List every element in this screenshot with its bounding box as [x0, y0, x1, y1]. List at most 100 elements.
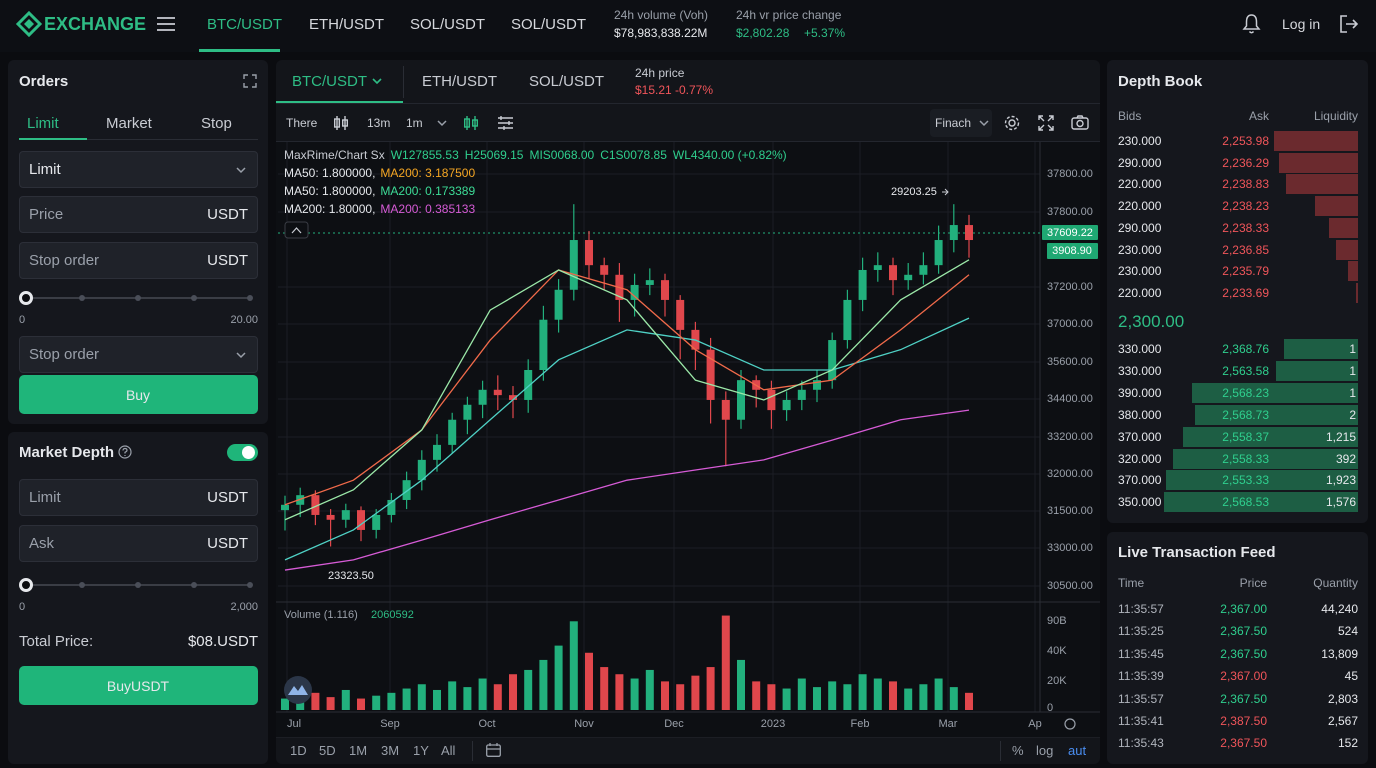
candle-body [600, 265, 609, 275]
select-field[interactable] [19, 336, 258, 373]
volume-bar [311, 692, 320, 710]
input-field[interactable] [19, 525, 258, 562]
ask-amount: 2,238.33 [1222, 220, 1269, 235]
chart-tab[interactable]: SOL/USDT [529, 72, 605, 90]
price-tag-label: 3908.90 [1052, 245, 1092, 257]
primary-button[interactable] [19, 375, 258, 414]
calendar-icon [486, 743, 501, 757]
ma-legend-row: MA50: 1.800000, MA200: 3.187500 [284, 164, 475, 182]
field-label: Limit [29, 489, 61, 506]
range-button[interactable]: 5D [319, 742, 336, 758]
market-tab[interactable]: SOL/USDT [511, 15, 587, 33]
slider-knob[interactable] [19, 291, 33, 305]
depth-bar [1283, 339, 1358, 359]
ma-legend-row: MA200: 1.80000, MA200: 0.385133 [284, 200, 475, 218]
login-link[interactable]: Log in [1282, 16, 1321, 32]
order-tab[interactable]: Stop [201, 114, 232, 132]
trade-price: 2,367.50 [1220, 691, 1267, 706]
volume-bar [949, 687, 958, 710]
volume-bar [813, 687, 821, 710]
column-header: Ask [1248, 109, 1269, 123]
chart-tab[interactable]: ETH/USDT [422, 72, 497, 90]
slider-knob[interactable] [19, 578, 33, 592]
bid-price: 390.000 [1118, 385, 1162, 400]
range-button[interactable]: 1Y [413, 742, 429, 758]
icon-part [157, 17, 175, 31]
icon-part [24, 19, 34, 29]
avatar [284, 676, 312, 704]
volume-bar [965, 692, 973, 710]
toolbar-item[interactable]: 1m [406, 116, 423, 130]
select-field[interactable] [19, 151, 258, 188]
trade-price: 2,367.50 [1220, 646, 1267, 661]
order-tab[interactable]: Limit [27, 114, 59, 132]
market-tab[interactable]: SOL/USDT [410, 15, 486, 33]
volume-bar [706, 667, 715, 710]
candle-body [311, 495, 320, 515]
chevron [236, 166, 246, 173]
order-tab[interactable]: Market [106, 114, 152, 132]
range-button[interactable]: 3M [381, 742, 400, 758]
fullscreen-icon [1038, 115, 1054, 131]
candle-body [965, 225, 973, 241]
toolbar-item[interactable]: 13m [367, 116, 391, 130]
input-field[interactable] [19, 479, 258, 516]
field-label: Stop order [29, 252, 100, 269]
price-axis-label: 34400.00 [1047, 393, 1093, 405]
collapse-button [284, 221, 309, 239]
price-label: 24h price [635, 66, 685, 80]
icon-part [1242, 14, 1261, 30]
slider-step [191, 582, 197, 588]
input-field[interactable] [19, 242, 258, 279]
primary-button[interactable] [19, 666, 258, 705]
bid-liquidity: 1 [1349, 385, 1356, 400]
icon-part [336, 116, 346, 130]
volume-bar [569, 621, 578, 710]
scale-option[interactable]: log [1036, 742, 1054, 758]
tab-underline [276, 101, 403, 103]
candle-body [797, 389, 806, 400]
trade-time: 11:35:57 [1118, 602, 1164, 616]
menu-icon [157, 17, 175, 31]
bid-price: 370.000 [1118, 429, 1162, 444]
dropdown-label: Finach [935, 116, 972, 130]
ask-amount: 2,236.85 [1222, 242, 1269, 257]
feed-panel [1107, 532, 1368, 764]
expand-icon [243, 74, 257, 88]
range-button[interactable]: All [441, 742, 456, 758]
volume-bar [493, 684, 502, 710]
chart-tab[interactable]: BTC/USDT [292, 72, 367, 90]
volume-bar [585, 652, 593, 710]
volume-bar [721, 615, 730, 710]
range-button[interactable]: 1D [290, 742, 307, 758]
bell-icon [1242, 14, 1261, 34]
ask-price: 220.000 [1118, 199, 1162, 214]
date-label: Oct [478, 718, 495, 730]
range-button[interactable]: 1M [349, 742, 368, 758]
column-header: Price [1239, 576, 1267, 590]
total-label: Total Price: [19, 632, 94, 650]
market-tab[interactable]: BTC/USDT [207, 15, 282, 33]
bid-amount: 2,568.73 [1222, 407, 1269, 422]
input-field[interactable] [19, 196, 258, 233]
button-label: Buy [125, 386, 151, 403]
stat-label: 24h volume (Voh) [614, 8, 709, 22]
ma-legend-label: MA50: 1.800000, [284, 184, 376, 198]
tab-divider [403, 66, 404, 98]
volume-bar [417, 684, 426, 710]
low-annotation: 23323.50 [328, 570, 374, 582]
scale-option[interactable]: % [1012, 742, 1024, 758]
scale-option[interactable]: aut [1068, 742, 1087, 758]
candle-body [493, 389, 502, 396]
logo-icon [15, 10, 43, 38]
volume-bar [433, 689, 441, 710]
price-axis-label: 37800.00 [1047, 206, 1093, 218]
toolbar-item[interactable]: There [286, 116, 318, 130]
candle-body [949, 225, 958, 241]
column-header: Liquidity [1313, 109, 1358, 123]
candle-body [448, 419, 457, 445]
ma-legend-value: MA200: 0.173389 [380, 184, 476, 198]
market-tab[interactable]: ETH/USDT [309, 15, 384, 33]
legend-item: H25069.15 [464, 148, 524, 162]
bid-amount: 2,563.58 [1222, 363, 1269, 378]
